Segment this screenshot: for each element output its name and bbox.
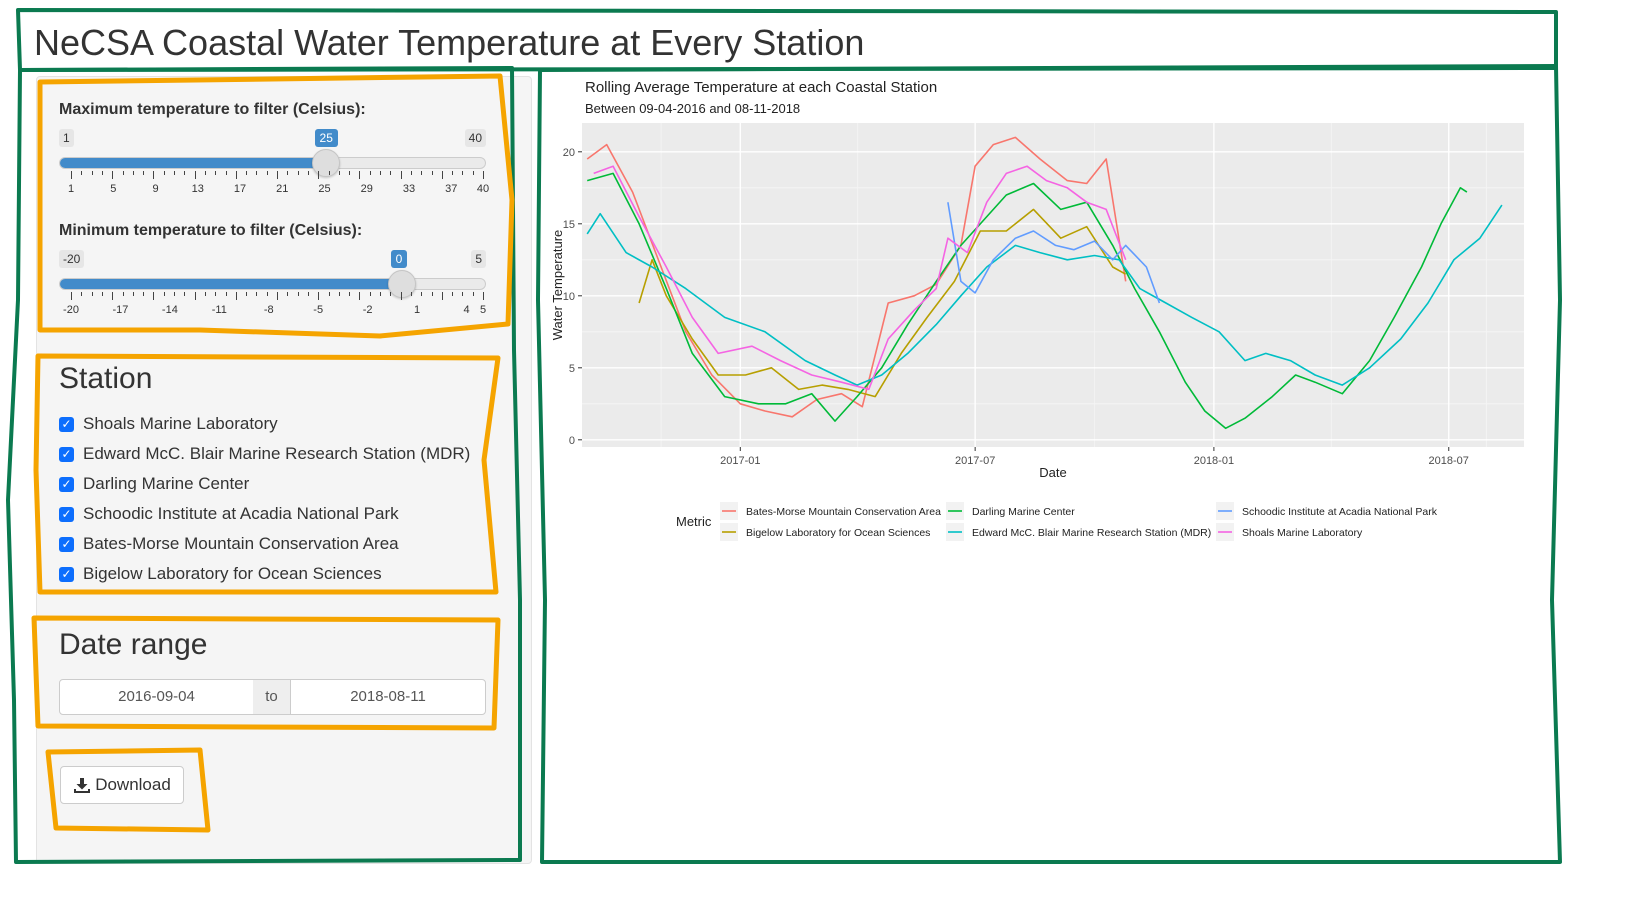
y-tick-label: 15 [563, 219, 575, 231]
y-axis-label: Water Temperature [550, 230, 565, 341]
y-tick-label: 5 [569, 363, 575, 375]
legend-label: Bigelow Laboratory for Ocean Sciences [746, 527, 930, 539]
x-axis-label: Date [1039, 465, 1066, 480]
legend-label: Bates-Morse Mountain Conservation Area [746, 506, 941, 518]
x-tick-label: 2018-01 [1194, 455, 1234, 467]
y-tick-label: 20 [563, 147, 575, 159]
x-tick-label: 2017-01 [720, 455, 760, 467]
legend-label: Shoals Marine Laboratory [1242, 527, 1363, 539]
legend-label: Schoodic Institute at Acadia National Pa… [1242, 506, 1438, 518]
legend-label: Darling Marine Center [972, 506, 1075, 518]
x-tick-label: 2017-07 [955, 455, 995, 467]
y-tick-label: 0 [569, 435, 575, 447]
plot-panel [582, 123, 1524, 447]
legend-title: Metric [676, 514, 712, 529]
x-tick-label: 2018-07 [1429, 455, 1469, 467]
legend-label: Edward McC. Blair Marine Research Statio… [972, 527, 1211, 539]
